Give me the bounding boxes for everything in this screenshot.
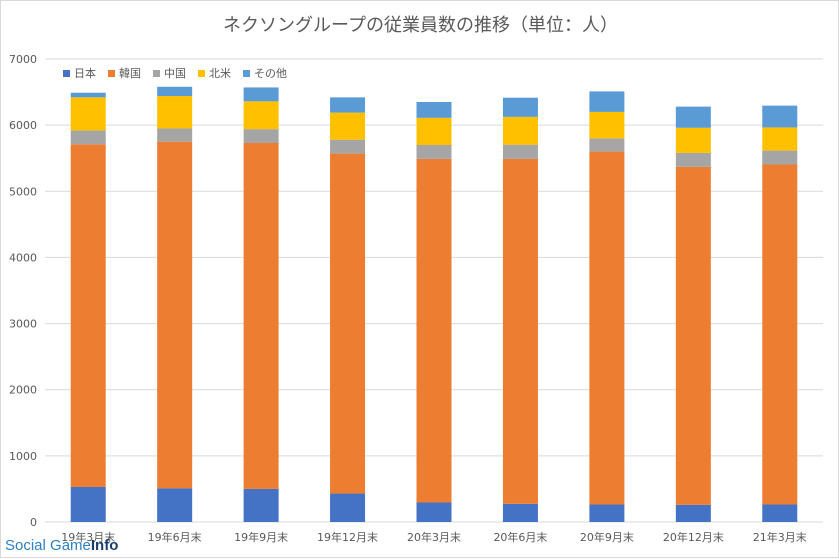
bar-segment xyxy=(70,130,106,145)
legend-swatch xyxy=(198,69,205,77)
y-tick-label: 7000 xyxy=(9,53,37,66)
bar-segment xyxy=(330,139,366,154)
legend-label: 中国 xyxy=(164,67,186,80)
bar-segment xyxy=(416,117,452,145)
bar-segment xyxy=(70,486,106,522)
bar-segment xyxy=(589,138,625,152)
bar-segment xyxy=(416,101,452,118)
bar-segment xyxy=(502,158,538,504)
bar-segment xyxy=(762,164,798,505)
legend-item: その他 xyxy=(243,65,287,81)
y-tick-label: 4000 xyxy=(9,251,37,264)
bar-segment xyxy=(70,97,106,131)
bar-segment xyxy=(157,488,193,522)
x-tick-label: 20年9月末 xyxy=(580,530,634,544)
bar-segment xyxy=(330,112,366,140)
x-tick-label: 21年3月末 xyxy=(753,530,807,544)
legend-item: 中国 xyxy=(153,65,186,81)
bar-segment xyxy=(416,144,452,159)
bar-segment xyxy=(157,141,193,489)
bar-segment xyxy=(675,127,711,153)
legend-item: 北米 xyxy=(198,65,231,81)
y-tick-label: 2000 xyxy=(9,384,37,397)
bar-segment xyxy=(589,151,625,505)
x-tick-label: 19年6月末 xyxy=(148,530,202,544)
bar-segment xyxy=(762,105,798,128)
chart-title: ネクソングループの従業員数の推移（単位：人） xyxy=(223,15,618,36)
bar-segment xyxy=(157,96,193,129)
x-tick-label: 20年6月末 xyxy=(493,530,547,544)
legend: 日本 韓国 中国 北米 その他 xyxy=(63,65,287,81)
bar-segment xyxy=(243,143,279,489)
bar-segment xyxy=(330,153,366,494)
legend-item: 韓国 xyxy=(108,65,141,81)
bar-segment xyxy=(243,488,279,522)
bar-segment xyxy=(675,504,711,522)
bar-segment xyxy=(502,144,538,159)
bar-segment xyxy=(243,129,279,144)
bar-segment xyxy=(502,97,538,117)
bar-segment xyxy=(70,144,106,487)
y-tick-label: 6000 xyxy=(9,119,37,132)
y-tick-label: 1000 xyxy=(9,450,37,463)
watermark-logo: Social GameInfo xyxy=(5,537,119,554)
legend-item: 日本 xyxy=(63,65,96,81)
bar-segment xyxy=(675,166,711,505)
legend-swatch xyxy=(63,69,70,77)
bar-segment xyxy=(589,111,625,139)
y-tick-label: 3000 xyxy=(9,318,37,331)
bar-segment xyxy=(502,116,538,145)
legend-label: その他 xyxy=(254,67,287,80)
legend-swatch xyxy=(153,69,160,77)
bar-segment xyxy=(762,504,798,522)
bar-segment xyxy=(416,158,452,503)
bar-segment xyxy=(762,127,798,151)
bar-segment xyxy=(330,493,366,522)
bar-segment xyxy=(243,87,279,102)
x-tick-label: 19年3月末 xyxy=(61,530,115,544)
legend-swatch xyxy=(108,69,115,77)
x-tick-label: 19年12月末 xyxy=(317,530,378,544)
bar-segment xyxy=(589,504,625,522)
y-tick-label: 5000 xyxy=(9,185,37,198)
bar-segment xyxy=(330,97,366,113)
bar-segment xyxy=(243,101,279,130)
legend-swatch xyxy=(243,69,250,77)
bar-segment xyxy=(416,502,452,522)
bar-segment xyxy=(502,503,538,522)
bar-segment xyxy=(157,128,193,142)
bar-segment xyxy=(70,92,106,98)
bar-segment xyxy=(157,86,193,97)
legend-label: 韓国 xyxy=(119,67,141,80)
bar-segment xyxy=(762,150,798,165)
x-tick-label: 20年12月末 xyxy=(663,530,724,544)
bar-segment xyxy=(675,106,711,128)
y-tick-label: 0 xyxy=(30,516,37,529)
bar-segment xyxy=(589,91,625,112)
legend-label: 日本 xyxy=(74,67,96,80)
legend-label: 北米 xyxy=(209,67,231,80)
x-tick-label: 19年9月末 xyxy=(234,530,288,544)
bar-segment xyxy=(675,152,711,167)
x-tick-label: 20年3月末 xyxy=(407,530,461,544)
